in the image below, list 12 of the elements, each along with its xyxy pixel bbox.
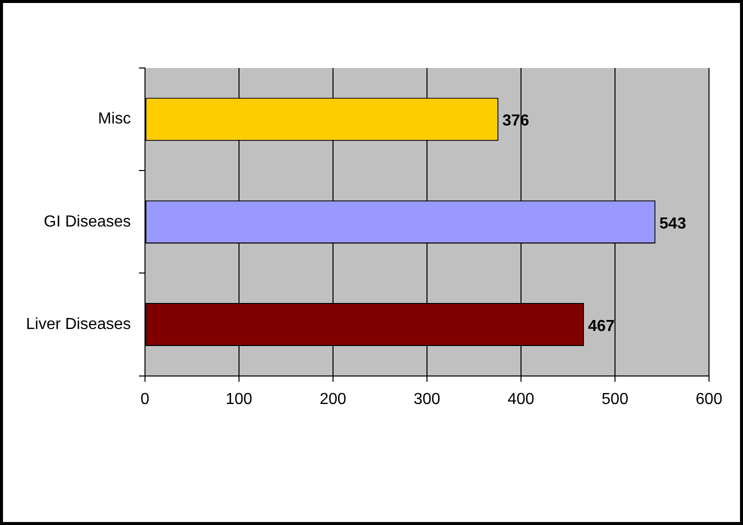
y-tick-label: Misc (98, 110, 131, 128)
y-tick-label: Liver Diseases (26, 316, 131, 333)
x-tick-label: 0 (140, 390, 150, 408)
data-label: 467 (588, 318, 615, 335)
x-tick-label: 500 (602, 390, 628, 408)
x-tick-label: 600 (696, 390, 722, 408)
x-tick-label: 300 (414, 390, 440, 408)
y-tick-label: GI Diseases (44, 213, 131, 230)
x-tick-label: 400 (508, 390, 534, 408)
x-tick-label: 100 (226, 390, 252, 408)
x-tick-label: 200 (320, 390, 346, 408)
data-label: 543 (659, 215, 686, 232)
